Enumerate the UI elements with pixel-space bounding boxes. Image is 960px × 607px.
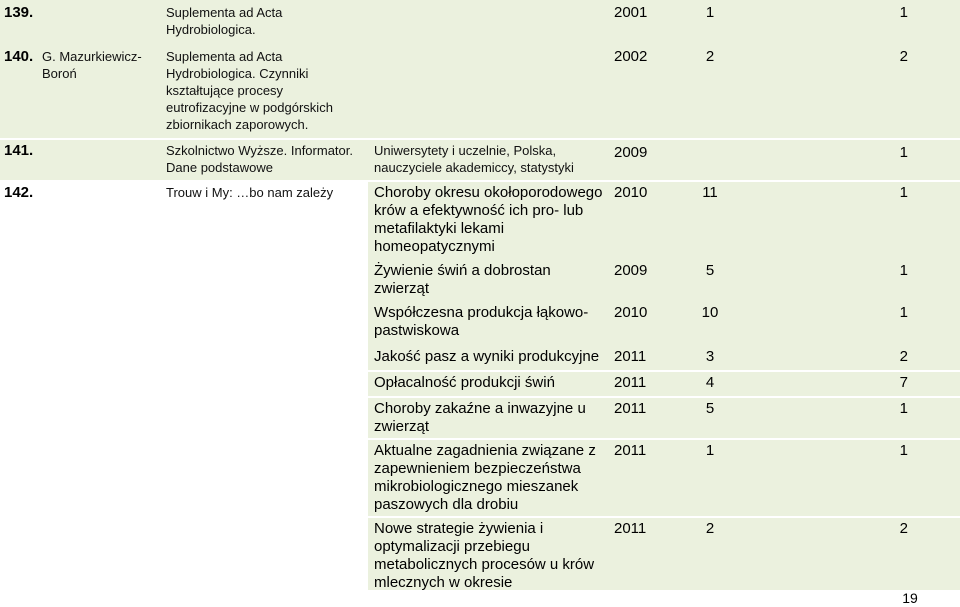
count-2-cell: 1 (899, 400, 908, 417)
year-cell: 2009 (614, 144, 648, 161)
count-1-cell: 5 (705, 262, 715, 279)
title-cell: Suplementa ad Acta Hydrobiologica. (166, 5, 283, 37)
author-cell: G. Mazurkiewicz-Boroń (42, 49, 142, 81)
count-2-cell: 1 (899, 442, 908, 459)
count-1-cell: 1 (705, 4, 715, 21)
year-cell: 2010 (614, 304, 648, 321)
count-2-cell: 7 (899, 374, 908, 391)
count-1-cell: 10 (701, 304, 719, 321)
year-cell: 2011 (614, 400, 647, 417)
title-cell: Szkolnictwo Wyższe. Informator. Dane pod… (166, 143, 353, 175)
count-1-cell: 5 (705, 400, 715, 417)
count-2-cell: 1 (899, 262, 908, 279)
count-1-cell: 2 (705, 520, 715, 537)
year-cell: 2010 (614, 184, 648, 201)
count-1-cell: 1 (705, 442, 715, 459)
row-number: 142. (4, 184, 34, 201)
count-2-cell: 1 (899, 4, 908, 21)
year-cell: 2011 (614, 348, 647, 365)
row-number: 141. (4, 142, 34, 159)
topic-cell: Uniwersytety i uczelnie, Polska, nauczyc… (374, 143, 574, 175)
count-2-cell: 2 (899, 520, 908, 537)
topic-cell: Jakość pasz a wyniki produkcyjne (374, 348, 600, 365)
count-1-cell: 11 (702, 184, 718, 201)
page-number: 19 (902, 590, 918, 606)
count-2-cell: 2 (899, 348, 908, 365)
year-cell: 2009 (614, 262, 648, 279)
topic-cell: Żywienie świń a dobrostan zwierząt (374, 262, 551, 297)
count-2-cell: 2 (899, 48, 908, 65)
year-cell: 2011 (614, 442, 647, 459)
row-number: 139. (4, 4, 34, 21)
year-cell: 2011 (614, 374, 647, 391)
topic-cell: Choroby okresu okołoporodowego krów a ef… (374, 184, 603, 255)
year-cell: 2002 (614, 48, 648, 65)
topic-cell: Nowe strategie żywienia i optymalizacji … (374, 520, 595, 591)
year-cell: 2001 (614, 4, 648, 21)
title-cell: Trouw i My: …bo nam zależy (166, 185, 334, 200)
count-2-cell: 1 (899, 184, 908, 201)
topic-cell: Choroby zakaźne a inwazyjne u zwierząt (374, 400, 586, 435)
row-number: 140. (4, 48, 34, 65)
topic-cell: Aktualne zagadnienia związane z zapewnie… (374, 442, 596, 513)
count-1-cell: 2 (705, 48, 715, 65)
year-cell: 2011 (614, 520, 647, 537)
topic-cell: Opłacalność produkcji świń (374, 374, 555, 391)
count-1-cell: 4 (705, 374, 715, 391)
count-1-cell: 3 (705, 348, 715, 365)
count-2-cell: 1 (899, 304, 908, 321)
title-cell: Suplementa ad Acta Hydrobiologica. Czynn… (166, 49, 333, 132)
topic-cell: Współczesna produkcja łąkowo-pastwiskowa (374, 304, 589, 339)
count-2-cell: 1 (899, 144, 908, 161)
